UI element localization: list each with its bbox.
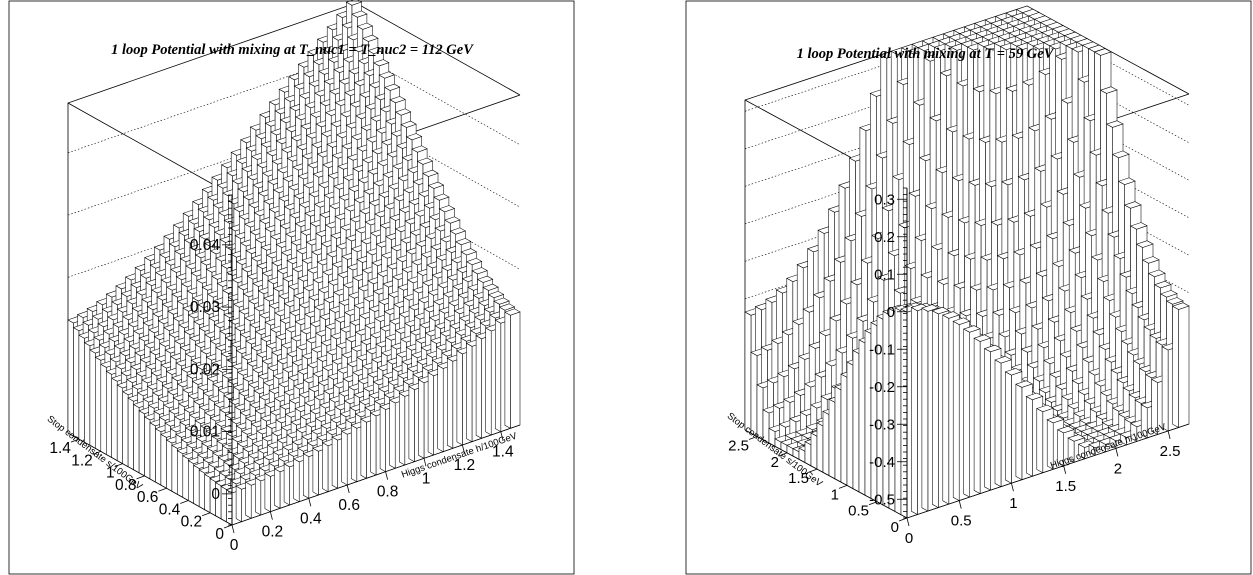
x-tick-label: 0.6 — [338, 497, 360, 514]
y-tick-label: 0 — [891, 519, 899, 536]
pad-border — [8, 0, 575, 575]
chart-panel-left: 0 0.01 0.02 0.03 0.04 0 0.2 0.4 0.6 0.8 1 1.2 1.4 Hig… — [8, 0, 575, 575]
bars — [67, 0, 521, 526]
z-tick-label: -0.2 — [869, 379, 895, 396]
x-tick-label: 1.2 — [454, 457, 476, 474]
z-tick-label: 0 — [887, 304, 895, 321]
z-tick-label: 0.1 — [874, 266, 895, 283]
y-tick-label: 0.5 — [848, 503, 869, 520]
z-tick-label: 0.04 — [190, 237, 221, 254]
z-tick-label: -0.1 — [869, 341, 895, 358]
y-tick-label: 1.2 — [71, 452, 93, 469]
x-tick-label: 2 — [1114, 460, 1122, 477]
y-tick-label: 0.2 — [181, 514, 203, 531]
y-tick-label: 0.6 — [137, 489, 159, 506]
y-tick-label: 1 — [831, 486, 839, 503]
y-tick-label: 2.5 — [728, 438, 749, 455]
y-tick-label: 0 — [215, 526, 224, 543]
x-tick-label: 0.8 — [377, 484, 399, 501]
chart-title: 1 loop Potential with mixing at T = 59 G… — [797, 46, 1055, 62]
z-tick-label: 0.2 — [874, 229, 895, 246]
x-tick-label: 0.5 — [951, 513, 972, 530]
y-tick-label: 0.4 — [159, 501, 181, 518]
x-tick-label: 1.5 — [1055, 478, 1076, 495]
x-tick-label: 1.4 — [492, 444, 514, 461]
z-tick-label: -0.4 — [869, 454, 895, 471]
x-tick-label: 2.5 — [1160, 443, 1181, 460]
lego-chart-right: -0.5 -0.4 -0.3 -0.2 -0.1 0 0.1 0.2 0.3 0 0.5 1 1.5 2 2… — [685, 0, 1252, 575]
z-tick-label: 0.02 — [190, 361, 220, 378]
y-tick-label: 1 — [106, 465, 115, 482]
lego-chart-left: 00.010.020.030.0400.20.40.60.811.21.4Hig… — [8, 0, 575, 575]
y-tick-label: 1.4 — [49, 440, 71, 457]
x-tick-label: 0 — [230, 537, 239, 554]
z-tick-label: 0.01 — [190, 424, 220, 441]
pad-border — [685, 0, 1252, 575]
chart-title: 1 loop Potential with mixing at T_nuc1 =… — [111, 42, 474, 58]
x-tick-label: 1 — [1009, 495, 1017, 512]
x-tick-label: 0.4 — [300, 510, 322, 527]
bars — [744, 5, 1190, 519]
x-tick-label: 0 — [905, 530, 913, 547]
chart-panel-right: -0.5 -0.4 -0.3 -0.2 -0.1 0 0.1 0.2 0.3 0 0.5 1 1.5 2 2… — [685, 0, 1252, 575]
y-tick-label: 1.5 — [788, 470, 809, 487]
z-tick-label: 0 — [211, 486, 220, 503]
lego-bar — [1171, 302, 1190, 428]
z-tick-label: 0.3 — [874, 191, 895, 208]
x-tick-label: 0.2 — [262, 524, 284, 541]
lego-bar — [504, 308, 521, 429]
y-tick-label: 2 — [771, 454, 779, 471]
z-axis: -0.5 -0.4 -0.3 -0.2 -0.1 0 0.1 0.2 0.3 — [869, 187, 908, 519]
y-tick-label: 0.8 — [115, 477, 137, 494]
z-tick-label: 0.03 — [190, 299, 220, 316]
z-tick-label: -0.5 — [869, 491, 895, 508]
x-tick-label: 1 — [422, 470, 431, 487]
z-tick-label: -0.3 — [869, 416, 895, 433]
